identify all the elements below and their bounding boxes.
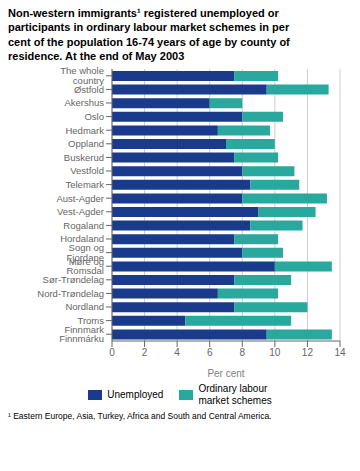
svg-text:Nordland: Nordland [65, 302, 104, 313]
html-text:Romsdal: Romsdal [66, 265, 104, 277]
svg-text:Rogaland: Rogaland [63, 220, 104, 231]
svg-text:Nord-Trøndelag: Nord-Trøndelag [37, 288, 104, 299]
html-text:Ordinary labour market schemes: Ordinary labour market schemes [198, 383, 272, 407]
svg-text:Hordaland: Hordaland [60, 233, 104, 245]
svg-text:FinnmarkFinnmárku: FinnmarkFinnmárku [59, 324, 104, 345]
html-text:Fjordane: Fjordane [66, 251, 104, 263]
svg-text:Oslo: Oslo [84, 111, 104, 122]
html-text:¹ Eastern Europe, Asia, Turkey: ¹ Eastern Europe, Asia, Turkey, Africa a… [8, 411, 272, 422]
html-text:residence. At the end of May 2: residence. At the end of May 2003 [8, 49, 185, 62]
html-text:Møre og: Møre og [68, 256, 104, 267]
svg-text:10: 10 [269, 347, 281, 358]
svg-text:Sør-Trøndelag: Sør-Trøndelag [43, 274, 104, 285]
svg-text:4: 4 [174, 347, 180, 358]
svg-text:0: 0 [109, 347, 115, 358]
html-text:Sogn og: Sogn og [68, 242, 104, 254]
html-text:Non-western immigrants¹ regist: Non-western immigrants¹ registered unemp… [8, 7, 279, 19]
svg-text:6: 6 [207, 347, 213, 358]
html-text:Unemployed: Unemployed [107, 389, 164, 401]
svg-text:Telemark: Telemark [65, 179, 104, 190]
svg-text:Per cent: Per cent [207, 368, 244, 379]
svg-text:Aust-Agder: Aust-Agder [56, 193, 104, 204]
html-text:country: country [72, 75, 104, 87]
svg-text:Vest-Agder: Vest-Agder [57, 206, 104, 217]
svg-text:Vestfold: Vestfold [70, 166, 104, 177]
svg-text:2: 2 [142, 347, 148, 358]
html-text:The whole: The whole [60, 65, 104, 77]
svg-text:12: 12 [302, 347, 314, 358]
html-text:cent of the population 16-74 y: cent of the population 16-74 years of ag… [8, 35, 290, 48]
svg-text:Østfold: Østfold [74, 84, 104, 95]
svg-text:Oppland: Oppland [68, 138, 104, 149]
svg-text:Akershus: Akershus [64, 98, 104, 109]
svg-text:Troms: Troms [77, 315, 104, 327]
html-text:participants in ordinary labou: participants in ordinary labour market s… [8, 21, 290, 34]
svg-text:Hedmark: Hedmark [65, 125, 104, 136]
svg-text:Buskerud: Buskerud [64, 152, 104, 163]
svg-text:8: 8 [240, 347, 246, 358]
svg-text:14: 14 [334, 347, 346, 358]
